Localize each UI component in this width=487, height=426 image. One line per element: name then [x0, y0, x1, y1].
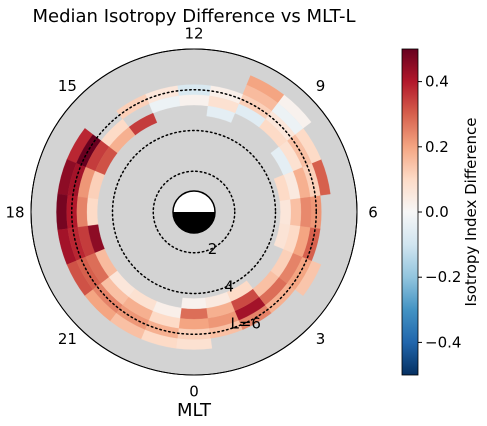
heatmap-bin [56, 194, 67, 230]
heatmap-bin [290, 198, 301, 226]
earth-icon [173, 191, 215, 233]
colorbar-tick-label: 0.4 [425, 73, 449, 91]
l-shell-label: 4 [224, 277, 234, 295]
mlt-tick-label: 6 [368, 204, 378, 222]
mlt-tick-label: 3 [316, 330, 326, 348]
colorbar-label: Isotropy Index Difference [462, 118, 480, 307]
l-shell-label: L=6 [230, 315, 260, 333]
colorbar-tick-label: −0.4 [425, 333, 461, 351]
heatmap-bin [176, 338, 212, 349]
colorbar-ticks: 0.4 0.2 0.0 −0.2 −0.4 [418, 73, 461, 352]
colorbar-gradient [402, 49, 418, 375]
polar-plot-area [31, 49, 357, 375]
mlt-tick-label: 0 [189, 383, 199, 401]
colorbar-tick-label: −0.2 [425, 268, 461, 286]
x-axis-label: MLT [177, 400, 212, 421]
colorbar-tick-label: 0.0 [425, 203, 449, 221]
mlt-tick-label: 15 [58, 77, 77, 95]
heatmap-bin [280, 199, 291, 224]
mlt-tick-label: 9 [316, 77, 326, 95]
heatmap-bin [77, 197, 88, 228]
heatmap-bin [300, 197, 311, 228]
mlt-tick-label: 21 [58, 330, 77, 348]
heatmap-bin [179, 95, 210, 106]
heatmap-bin [87, 198, 98, 226]
heatmap-bin [180, 308, 208, 319]
colorbar: 0.4 0.2 0.0 −0.2 −0.4 Isotropy Index Differe… [402, 49, 480, 375]
heatmap-bin [179, 318, 210, 329]
colorbar-tick-label: 0.2 [425, 138, 449, 156]
mlt-tick-label: 12 [184, 25, 203, 43]
mlt-tick-label: 18 [5, 204, 24, 222]
l-shell-label: 2 [208, 240, 218, 258]
heatmap-bin [181, 298, 206, 309]
